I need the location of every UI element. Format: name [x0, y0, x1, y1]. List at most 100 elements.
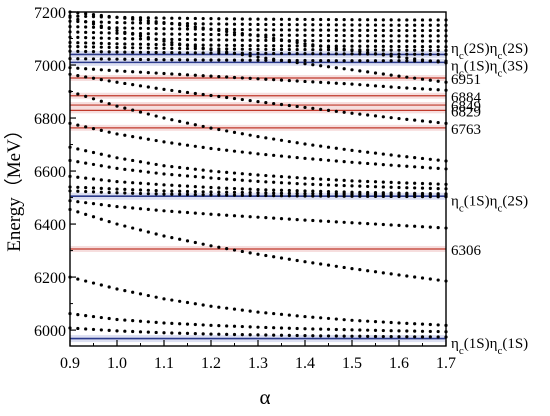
data-point	[413, 34, 417, 38]
data-point	[209, 185, 213, 190]
data-point	[420, 329, 425, 333]
data-point	[350, 33, 354, 38]
data-point	[123, 21, 127, 25]
data-point	[358, 221, 362, 225]
data-point	[107, 328, 111, 332]
data-point	[162, 21, 166, 25]
data-point	[91, 76, 96, 80]
data-point	[397, 164, 401, 168]
data-point	[232, 27, 237, 32]
data-point	[170, 27, 174, 31]
data-point	[240, 214, 244, 218]
data-point	[146, 32, 150, 36]
data-point	[264, 325, 268, 330]
data-point	[107, 20, 111, 24]
data-point	[303, 176, 307, 180]
data-point	[154, 42, 158, 47]
data-point	[107, 154, 111, 158]
data-point	[405, 56, 409, 60]
series	[68, 35, 448, 43]
data-point	[76, 277, 80, 281]
data-point	[91, 127, 96, 131]
data-point	[178, 37, 182, 42]
data-point	[240, 33, 244, 37]
data-point	[350, 39, 354, 43]
data-point	[248, 191, 252, 195]
data-point	[76, 175, 80, 179]
data-point	[248, 51, 252, 55]
data-point	[303, 260, 307, 264]
data-point	[358, 319, 362, 323]
data-point	[405, 191, 409, 195]
data-point	[193, 43, 197, 47]
data-point	[428, 23, 432, 27]
data-point	[326, 39, 331, 43]
data-point	[436, 226, 440, 230]
data-point	[131, 134, 135, 139]
data-point	[201, 43, 205, 47]
data-point	[256, 193, 260, 198]
data-point	[146, 50, 150, 54]
data-point	[334, 183, 338, 187]
data-point	[240, 76, 244, 80]
data-point	[225, 27, 229, 32]
data-point	[420, 276, 425, 280]
data-point	[138, 188, 143, 192]
data-point	[366, 328, 370, 332]
data-point	[178, 51, 182, 55]
data-point	[99, 152, 103, 156]
data-point	[232, 75, 237, 80]
data-point	[334, 334, 338, 338]
data-point	[185, 24, 190, 28]
y-tick-label: 7200	[34, 5, 66, 22]
data-point	[99, 164, 103, 168]
data-point	[154, 46, 158, 50]
y-tick-label: 6400	[34, 217, 66, 234]
data-point	[84, 125, 88, 129]
data-point	[240, 132, 244, 136]
right-label: 6884	[451, 90, 482, 106]
data-point	[256, 100, 260, 104]
data-point	[373, 151, 378, 155]
data-point	[436, 323, 440, 327]
series	[68, 199, 448, 230]
series	[68, 326, 448, 339]
data-point	[240, 97, 244, 102]
data-point	[326, 145, 331, 149]
data-point	[240, 51, 244, 55]
x-tick-label: 1.2	[201, 355, 221, 372]
data-point	[123, 81, 127, 86]
series	[68, 57, 448, 63]
y-tick-label: 6600	[34, 164, 66, 181]
data-point	[311, 189, 315, 193]
data-point	[413, 275, 417, 279]
data-point	[420, 322, 425, 326]
data-point	[99, 283, 103, 287]
data-point	[373, 162, 378, 166]
data-point	[287, 103, 291, 108]
data-point	[272, 51, 276, 56]
data-point	[76, 185, 80, 189]
data-point	[366, 52, 370, 56]
data-point	[279, 44, 284, 48]
data-point	[373, 320, 378, 324]
data-point	[389, 23, 393, 27]
data-point	[303, 48, 307, 52]
data-point	[123, 15, 127, 20]
data-point	[162, 321, 166, 325]
data-point	[99, 68, 103, 72]
data-point	[201, 242, 205, 246]
data-point	[248, 215, 252, 219]
data-point	[115, 187, 119, 191]
data-point	[428, 34, 432, 38]
data-point	[225, 17, 229, 21]
data-point	[123, 180, 127, 184]
series	[68, 72, 448, 125]
data-point	[413, 52, 417, 56]
data-point	[413, 181, 417, 185]
data-point	[138, 34, 143, 38]
data-point	[107, 285, 111, 289]
data-point	[123, 187, 127, 191]
data-point	[138, 16, 143, 20]
data-point	[256, 179, 260, 183]
